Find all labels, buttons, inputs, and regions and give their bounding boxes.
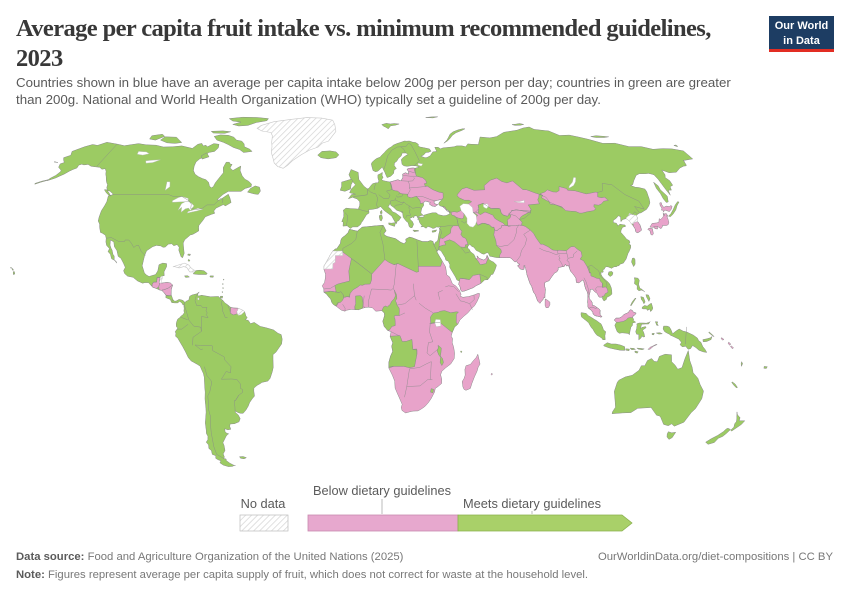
- svg-text:Meets dietary guidelines: Meets dietary guidelines: [463, 496, 601, 511]
- svg-text:No data: No data: [241, 496, 287, 511]
- svg-text:Below dietary guidelines: Below dietary guidelines: [313, 483, 451, 498]
